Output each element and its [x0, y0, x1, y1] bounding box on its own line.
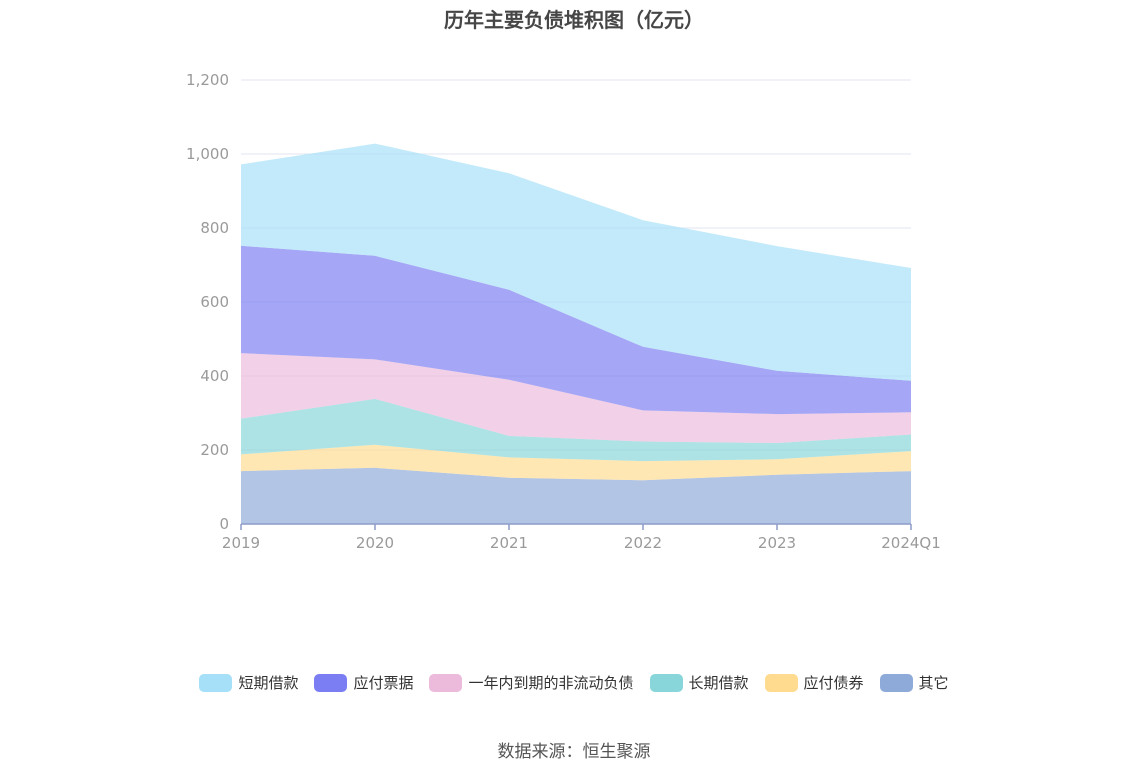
x-tick-label: 2022	[624, 534, 662, 552]
legend-swatch	[649, 673, 683, 692]
legend-label: 应付债券	[803, 674, 864, 692]
stacked-areas	[241, 143, 911, 524]
legend-item[interactable]: 其它	[879, 672, 949, 693]
x-tick-label: 2020	[356, 534, 394, 552]
series-area-area-5[interactable]	[241, 143, 911, 381]
y-tick-label: 400	[200, 367, 229, 385]
chart-title: 历年主要负债堆积图（亿元）	[444, 8, 704, 32]
y-tick-label: 0	[219, 515, 229, 533]
x-tick-label: 2019	[222, 534, 260, 552]
source-note: 数据来源：恒生聚源	[497, 742, 651, 762]
legend-label: 长期借款	[688, 674, 749, 692]
legend-item[interactable]: 应付票据	[314, 672, 413, 693]
series-area-area-0[interactable]	[241, 467, 911, 524]
legend-swatch	[314, 673, 348, 692]
legend-swatch	[879, 673, 913, 692]
legend-label: 其它	[918, 674, 949, 692]
legend-item[interactable]: 长期借款	[649, 672, 749, 693]
x-tick-label: 2021	[490, 534, 528, 552]
legend-item[interactable]: 一年内到期的非流动负债	[429, 672, 634, 693]
y-tick-label: 200	[200, 441, 229, 459]
legend-item[interactable]: 短期借款	[199, 672, 298, 693]
series-area-area-1[interactable]	[241, 444, 911, 481]
y-tick-label: 600	[200, 293, 229, 311]
legend-item[interactable]: 应付债券	[764, 672, 864, 693]
series-area-area-2[interactable]	[241, 398, 911, 462]
legend-label: 应付票据	[353, 674, 414, 692]
y-tick-label: 1,000	[186, 145, 229, 163]
legend-label: 短期借款	[238, 674, 299, 692]
legend-label: 一年内到期的非流动负债	[468, 674, 634, 692]
y-tick-label: 1,200	[186, 71, 229, 89]
y-tick-label: 800	[200, 219, 229, 237]
x-tick-label: 2023	[758, 534, 796, 552]
legend-swatch	[764, 673, 798, 692]
series-area-area-3[interactable]	[241, 353, 911, 443]
legend-swatch	[429, 673, 463, 692]
legend-swatch	[199, 673, 233, 692]
series-area-area-4[interactable]	[241, 245, 911, 415]
axes: 0 200 400 600 800 1,000 1,200 2019 2020 2021 2022 2…	[186, 71, 941, 552]
legend: 短期借款 应付票据 一年内到期的非流动负债 长期借款 应付债券 其它	[0, 672, 1148, 693]
x-tick-label: 2024Q1	[881, 534, 941, 552]
